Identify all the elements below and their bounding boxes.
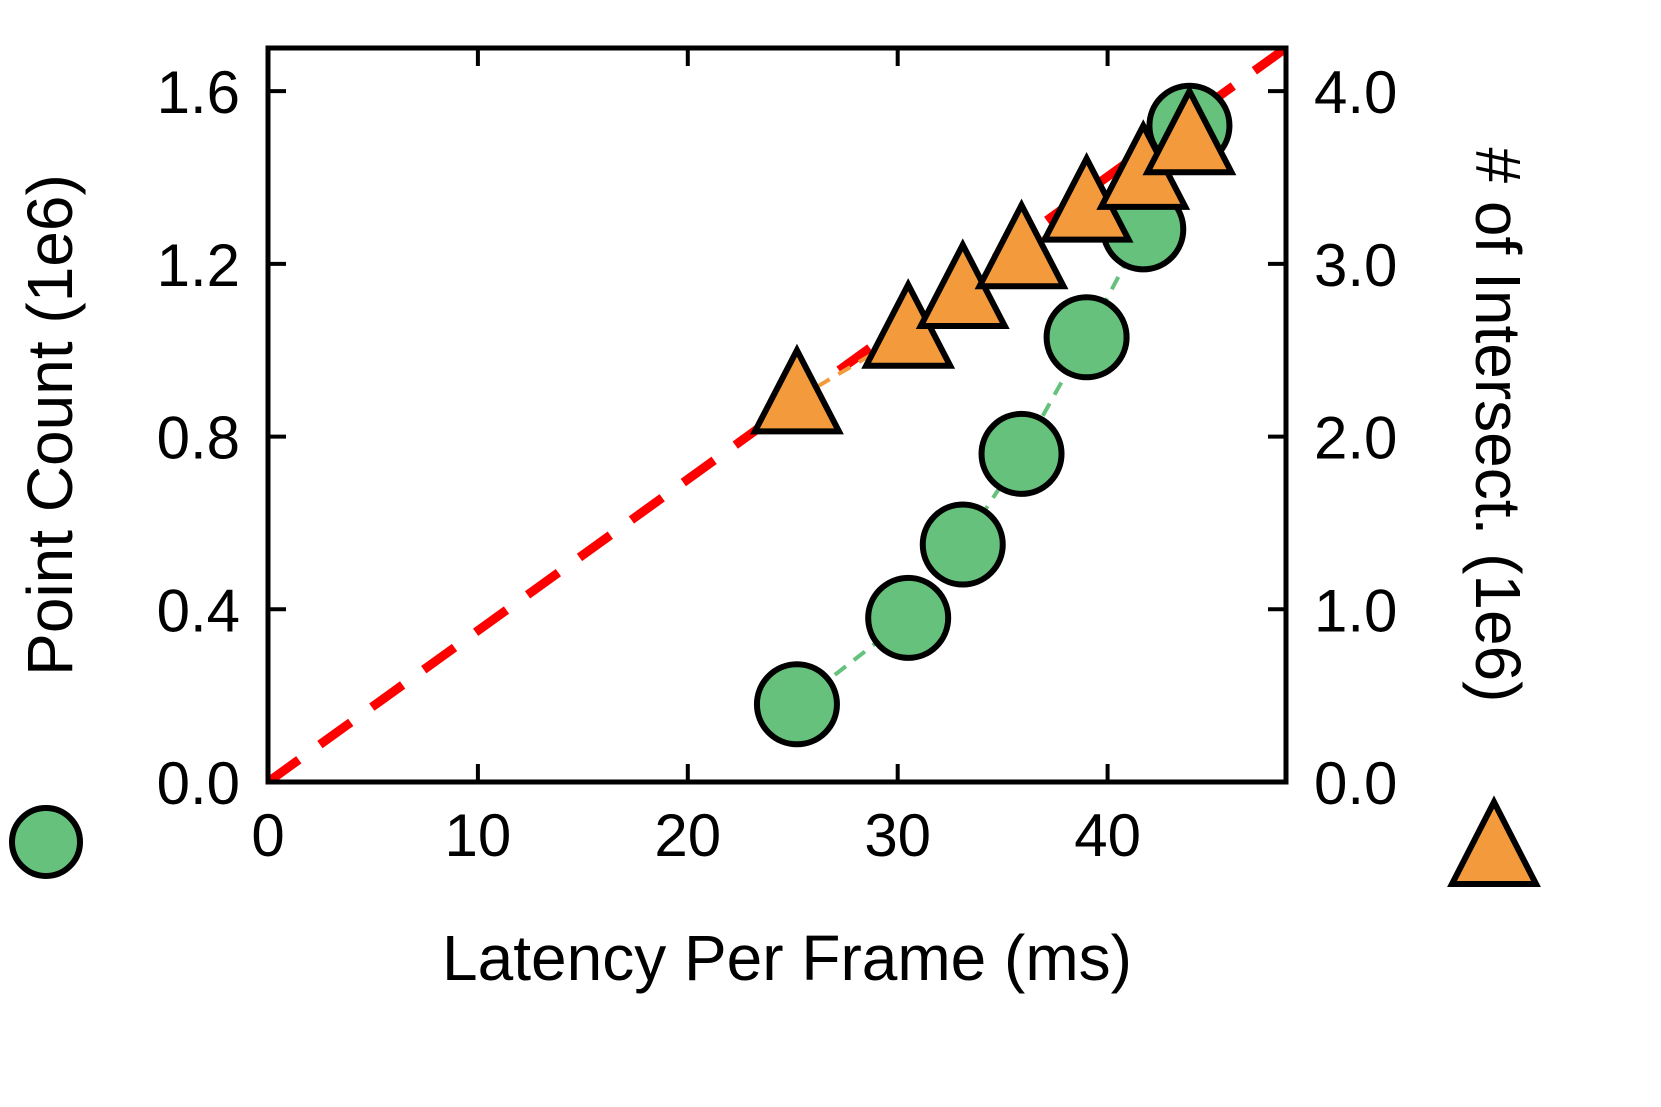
y-left-tick-label: 0.4 (157, 577, 240, 644)
point-circle (919, 501, 1006, 588)
legend-group (9, 795, 1541, 887)
y-right-tick-label: 2.0 (1314, 405, 1397, 472)
point-circle (978, 410, 1065, 497)
y-right-tick-label: 1.0 (1314, 577, 1397, 644)
plot-frame (265, 45, 1289, 785)
series-group (750, 82, 1237, 748)
y-axis-left-label: Point Count (1e6) (14, 174, 86, 676)
point-circle (753, 661, 840, 748)
x-tick-label: 30 (864, 802, 931, 869)
point-triangle (750, 343, 844, 435)
y-left-tick-label: 1.2 (157, 232, 240, 299)
y-right-tick-label: 3.0 (1314, 232, 1397, 299)
x-tick-label: 20 (654, 802, 721, 869)
point-triangle (1142, 84, 1237, 176)
legend-circle-marker (9, 805, 83, 879)
y-axis-right-label: # of Intersect. (1e6) (1462, 148, 1534, 703)
reference-dashed-line (268, 48, 1286, 782)
y-right-tick-label: 4.0 (1314, 59, 1397, 126)
x-tick-label: 40 (1074, 802, 1141, 869)
x-axis-label: Latency Per Frame (ms) (442, 922, 1132, 994)
x-tick-label: 0 (251, 802, 284, 869)
axes-group (265, 45, 1289, 785)
ticks-group: 0 10 20 30 40 0.0 0.4 0.8 1.2 1.6 0.0 1.0 2.0 3.0 4.0 (157, 48, 1397, 869)
x-tick-label: 10 (445, 802, 512, 869)
point-circle (1043, 294, 1130, 381)
reference-line-group (268, 48, 1286, 782)
y-left-tick-label: 1.6 (157, 59, 240, 126)
y-left-tick-label: 0.0 (157, 750, 240, 817)
y-right-tick-label: 0.0 (1314, 750, 1397, 817)
legend-triangle-marker (1447, 795, 1541, 887)
point-circle (865, 574, 952, 661)
point-triangle (974, 198, 1069, 290)
y-left-tick-label: 0.8 (157, 405, 240, 472)
